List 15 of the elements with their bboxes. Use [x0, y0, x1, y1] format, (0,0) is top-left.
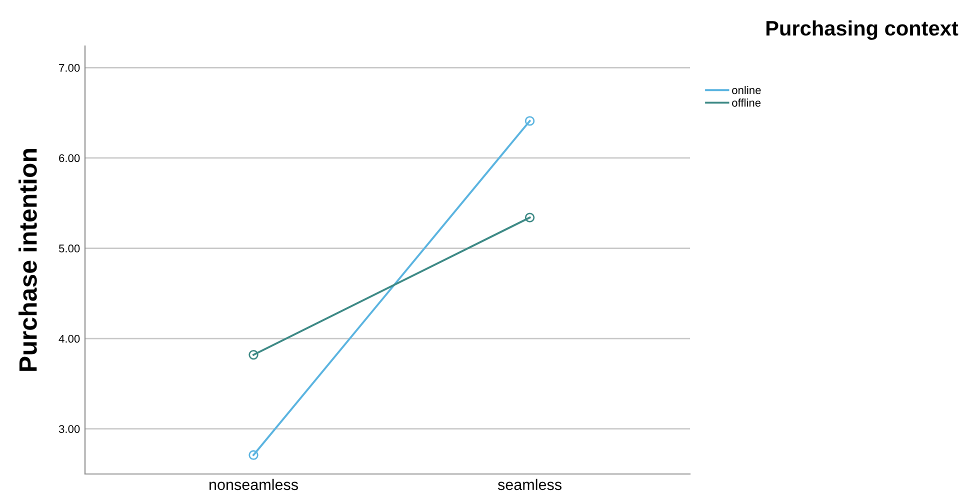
legend-label: online: [732, 86, 761, 94]
y-tick-label: 7.00: [59, 64, 80, 72]
point: [524, 212, 535, 222]
point: [248, 350, 258, 360]
point: [248, 450, 258, 460]
y-tick-label: 5.00: [58, 244, 80, 252]
x-tick-label: seamless: [498, 478, 562, 490]
legend-label: offline: [732, 98, 761, 107]
y-tick-label: 4.00: [58, 334, 80, 343]
y-tick-label: 3.00: [58, 425, 80, 433]
y-tick-label: 6.00: [59, 154, 80, 162]
point: [524, 116, 535, 126]
y-axis-title: Purchase intention: [18, 149, 37, 371]
legend-title: Purchasing context: [766, 20, 958, 40]
x-tick-label: nonseamless: [210, 478, 298, 490]
